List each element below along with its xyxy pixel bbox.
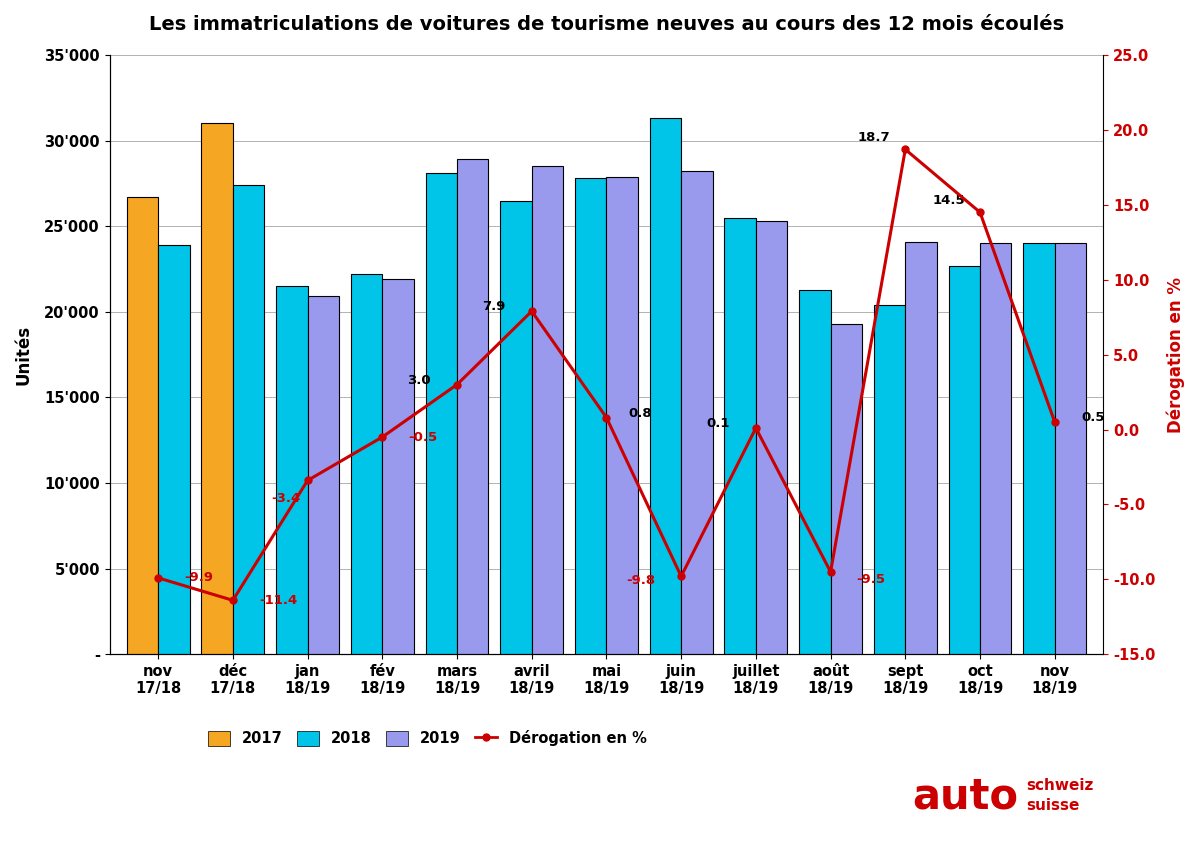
Text: -9.8: -9.8 [626,574,655,588]
Bar [830,324,862,654]
Text: 0.5: 0.5 [1081,411,1104,424]
Text: schweiz: schweiz [1026,778,1093,793]
Bar [725,217,756,654]
Bar [1024,244,1055,654]
Text: -9.5: -9.5 [857,573,886,586]
Bar [383,279,414,654]
Bar [756,221,787,654]
Bar [1055,244,1086,654]
Text: -9.9: -9.9 [185,572,214,584]
Bar [980,244,1012,654]
Bar [350,274,383,654]
Text: auto: auto [912,776,1018,818]
Y-axis label: Dérogation en %: Dérogation en % [1166,277,1186,432]
Legend: 2017, 2018, 2019, Dérogation en %: 2017, 2018, 2019, Dérogation en % [203,724,653,752]
Bar [500,201,532,654]
Text: 0.1: 0.1 [707,417,730,430]
Text: 7.9: 7.9 [482,300,505,314]
Text: suisse: suisse [1026,797,1079,813]
Bar [949,266,980,654]
Text: 18.7: 18.7 [858,131,890,144]
Bar [127,197,158,654]
Bar [532,166,563,654]
Text: 14.5: 14.5 [932,194,965,207]
Bar [799,289,830,654]
Bar [905,242,937,654]
Bar [575,178,606,654]
Text: 0.8: 0.8 [629,406,653,420]
Text: -0.5: -0.5 [408,431,438,443]
Bar [307,297,338,654]
Bar [426,173,457,654]
Bar [202,123,233,654]
Bar [682,171,713,654]
Bar [276,286,307,654]
Bar [874,305,905,654]
Bar [606,176,638,654]
Bar [233,185,264,654]
Bar [457,159,488,654]
Text: -11.4: -11.4 [259,593,298,607]
Bar [158,245,190,654]
Text: -3.4: -3.4 [271,492,300,505]
Bar [649,118,682,654]
Title: Les immatriculations de voitures de tourisme neuves au cours des 12 mois écoulés: Les immatriculations de voitures de tour… [149,15,1064,34]
Y-axis label: Unités: Unités [14,325,32,384]
Text: 3.0: 3.0 [407,373,431,387]
